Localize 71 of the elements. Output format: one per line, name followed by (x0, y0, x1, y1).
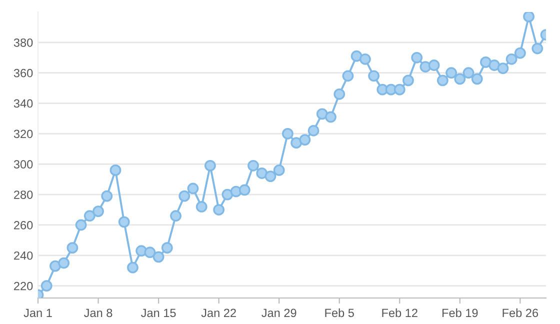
x-tick-label: Jan 8 (84, 308, 112, 318)
point (342, 70, 354, 82)
point (196, 201, 208, 212)
point (325, 111, 336, 123)
point (178, 190, 190, 202)
point (170, 210, 182, 222)
y-tick-label: 320 (14, 130, 33, 138)
point (523, 12, 534, 22)
point (532, 42, 544, 54)
point (402, 74, 414, 86)
point (497, 62, 509, 74)
point (411, 52, 423, 64)
x-tick-label: Jan 22 (201, 308, 236, 318)
point (187, 182, 199, 194)
point (488, 60, 500, 71)
y-tick-label: 260 (14, 221, 33, 230)
y-tick-label: 240 (14, 251, 33, 260)
point (446, 67, 457, 79)
point (213, 204, 225, 216)
point (282, 128, 294, 140)
y-tick-label: 340 (14, 99, 33, 108)
point (50, 260, 61, 272)
point (334, 88, 346, 100)
point (480, 56, 492, 68)
point (256, 168, 268, 179)
point (454, 73, 466, 85)
y-tick-label: 280 (14, 190, 33, 199)
point (394, 84, 406, 96)
y-tick-label: 300 (14, 160, 33, 169)
point (118, 216, 130, 228)
point (299, 134, 311, 146)
point (471, 73, 483, 85)
point (238, 184, 250, 196)
point (110, 164, 122, 176)
point (84, 210, 96, 222)
y-tick-label: 380 (14, 38, 33, 47)
point (248, 160, 259, 172)
point (350, 50, 362, 62)
point (40, 280, 52, 292)
x-tick-label: Jan 29 (262, 308, 296, 318)
point (161, 242, 173, 254)
x-tick-label: Feb 5 (325, 308, 354, 318)
point (273, 164, 285, 176)
x-tick-label: Jan 15 (141, 308, 176, 318)
x-tick-label: Jan 1 (24, 308, 52, 318)
y-tick-label: 360 (14, 68, 33, 78)
y-tick-label: 220 (14, 282, 33, 290)
point (428, 60, 440, 71)
point (316, 108, 328, 120)
point (222, 188, 234, 200)
point (359, 53, 371, 65)
point (66, 242, 78, 254)
x-tick-label: Feb 12 (382, 308, 418, 318)
x-tick-label: Feb 26 (502, 308, 538, 318)
point (58, 257, 70, 269)
point (92, 206, 104, 217)
point (75, 219, 87, 231)
point (127, 262, 138, 274)
point (144, 246, 156, 258)
x-tick-label: Feb 19 (442, 308, 478, 318)
point (308, 124, 320, 136)
point (101, 190, 113, 202)
point (506, 53, 518, 65)
point (152, 251, 164, 263)
point (264, 170, 276, 182)
point (368, 70, 380, 82)
point (462, 67, 474, 79)
point (290, 137, 302, 149)
point (436, 74, 448, 86)
point (204, 160, 216, 172)
point (514, 47, 526, 59)
